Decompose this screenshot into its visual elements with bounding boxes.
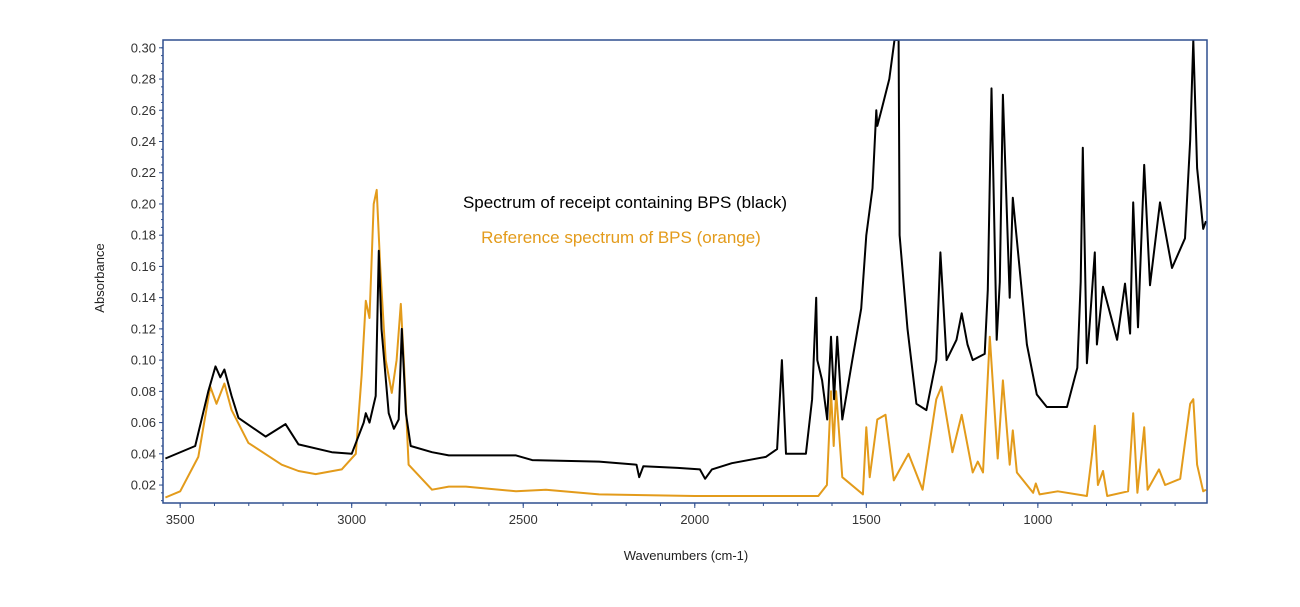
y-tick-label: 0.08 (131, 384, 156, 399)
series-line-reference (165, 188, 1207, 499)
y-axis: 0.02 0.04 0.06 0.08 0.10 0.12 0.14 0.16 0.18 0.20… (131, 40, 163, 502)
x-axis-label: Wavenumbers (cm-1) (624, 548, 748, 563)
y-axis-label: Absorbance (92, 243, 107, 312)
y-tick-label: 0.12 (131, 321, 156, 336)
series-line-receipt (165, 40, 1207, 480)
x-tick-label: 1000 (1023, 512, 1052, 527)
y-tick-label: 0.06 (131, 415, 156, 430)
y-tick-label: 0.10 (131, 353, 156, 368)
x-tick-label: 1500 (852, 512, 881, 527)
plot-frame (162, 39, 1208, 504)
x-axis: 3500 3000 2500 2000 1500 1000 (166, 503, 1176, 527)
x-tick-label: 2500 (509, 512, 538, 527)
y-tick-label: 0.24 (131, 134, 156, 149)
series-layer (165, 40, 1207, 499)
plot-area (163, 40, 1207, 503)
y-tick-label: 0.20 (131, 196, 156, 211)
y-tick-label: 0.22 (131, 165, 156, 180)
y-tick-label: 0.30 (131, 40, 156, 55)
annotation-black: Spectrum of receipt containing BPS (blac… (463, 193, 787, 212)
y-tick-label: 0.16 (131, 259, 156, 274)
x-tick-label: 3000 (337, 512, 366, 527)
x-tick-label: 3500 (166, 512, 195, 527)
y-tick-label: 0.26 (131, 103, 156, 118)
y-tick-label: 0.04 (131, 446, 156, 461)
y-tick-label: 0.28 (131, 72, 156, 87)
y-tick-label: 0.18 (131, 228, 156, 243)
annotation-orange: Reference spectrum of BPS (orange) (481, 228, 761, 247)
y-tick-label: 0.14 (131, 290, 156, 305)
x-tick-label: 2000 (680, 512, 709, 527)
y-tick-label: 0.02 (131, 478, 156, 493)
